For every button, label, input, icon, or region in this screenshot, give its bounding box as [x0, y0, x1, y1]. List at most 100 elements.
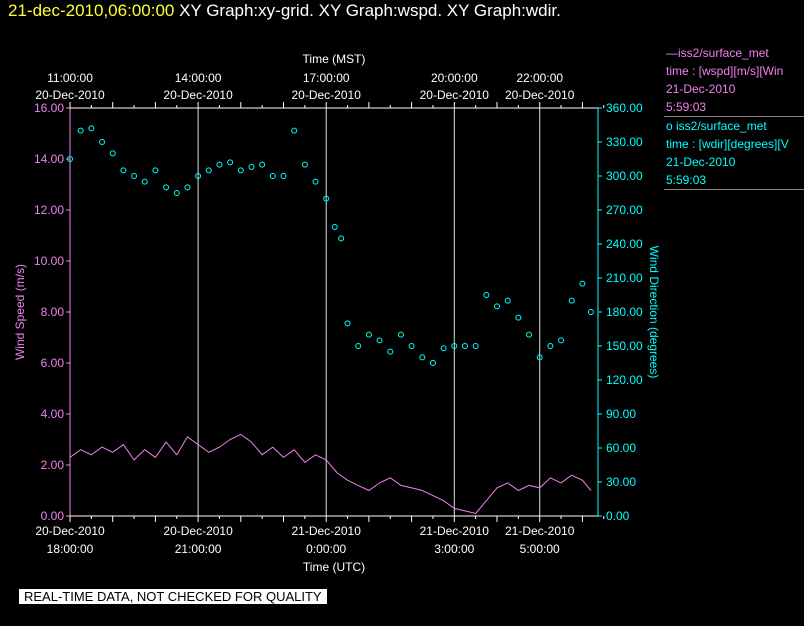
wind-direction-point [88, 125, 95, 132]
wind-direction-point [451, 343, 458, 349]
wind-direction-point [587, 309, 594, 315]
grid-lines [197, 108, 541, 516]
x-tick-time: 21:00:00 [175, 542, 222, 556]
x-tick-date: 21-Dec-2010 [420, 524, 490, 538]
wind-direction-point [408, 343, 415, 349]
x-tick-date: 21-Dec-2010 [505, 524, 575, 538]
legend-wspd-name: —iss2/surface_met [666, 46, 769, 60]
y-tick-label: 16.00 [34, 101, 64, 115]
quality-disclaimer: REAL-TIME DATA, NOT CHECKED FOR QUALITY [19, 589, 327, 604]
top-tick-date: 20-Dec-2010 [163, 88, 233, 102]
wind-direction-point [67, 156, 73, 162]
wind-direction-point [184, 184, 191, 191]
wind-direction-point [429, 360, 436, 366]
title-bar: 21-dec-2010,06:00:00 XY Graph:xy-grid. X… [8, 1, 561, 21]
wind-direction-point [120, 167, 127, 174]
wind-direction-point [536, 354, 543, 361]
y2-tick-label: 60.00 [606, 441, 636, 455]
y2-tick-label: 240.00 [606, 237, 643, 251]
wind-direction-point [216, 161, 223, 168]
y-tick-label: 10.00 [34, 254, 64, 268]
legend-wspd-var: time : [wspd][m/s][Win [666, 64, 784, 78]
top-tick-date: 20-Dec-2010 [505, 88, 575, 102]
legend-wspd-date: 21-Dec-2010 [666, 82, 736, 96]
wind-direction-point [547, 343, 554, 349]
wind-direction-point [558, 337, 565, 344]
y-tick-label: 8.00 [41, 305, 65, 319]
wind-direction-point [141, 178, 148, 185]
legend-wspd-time: 5:59:03 [666, 100, 707, 114]
x-tick-time: 5:00:00 [520, 542, 560, 556]
wind-direction-point [227, 159, 234, 166]
wind-direction-point [515, 314, 522, 321]
y-tick-label: 4.00 [41, 407, 65, 421]
wind-direction-point [440, 345, 447, 352]
top-axis-title: Time (MST) [303, 52, 366, 66]
wind-direction-point [237, 167, 244, 174]
top-tick-date: 20-Dec-2010 [35, 88, 105, 102]
wind-direction-point [472, 343, 479, 349]
y2-tick-label: 180.00 [606, 305, 643, 319]
x-tick-time: 0:00:00 [306, 542, 346, 556]
wind-direction-point [323, 195, 330, 202]
wind-direction-point [331, 224, 338, 230]
timestamp-label: 21-dec-2010,06:00:00 [8, 1, 175, 20]
x-tick-date: 20-Dec-2010 [35, 524, 105, 538]
y-tick-label: 12.00 [34, 203, 64, 217]
legend: —iss2/surface_met time : [wspd][m/s][Win… [664, 44, 804, 190]
wind-direction-point [205, 167, 212, 174]
y2-tick-label: 120.00 [606, 373, 643, 387]
wind-direction-point [376, 337, 383, 344]
wind-direction-point [173, 190, 180, 196]
y2-axis-title: Wind Direction (degrees) [647, 246, 661, 379]
wind-direction-point [99, 139, 106, 145]
x-tick-time: 3:00:00 [434, 542, 474, 556]
wind-direction-series [67, 125, 594, 366]
wind-direction-point [397, 331, 404, 338]
wind-direction-point [77, 127, 84, 134]
wind-direction-point [291, 127, 298, 134]
wind-direction-point [355, 343, 362, 349]
top-tick-time: 22:00:00 [516, 71, 563, 85]
legend-entry-wdir[interactable]: o iss2/surface_met time : [wdir][degrees… [664, 117, 804, 190]
wind-direction-point [259, 161, 266, 168]
x-tick-date: 20-Dec-2010 [163, 524, 233, 538]
wind-direction-point [312, 178, 319, 185]
top-tick-date: 20-Dec-2010 [420, 88, 490, 102]
top-tick-time: 17:00:00 [303, 71, 350, 85]
wind-direction-point [568, 297, 575, 304]
axis-labels: 0.00 2.00 4.00 6.00 8.00 10.00 12.00 14.00 16.00… [13, 52, 661, 574]
wind-direction-point [504, 297, 511, 304]
y-tick-label: 0.00 [41, 509, 65, 523]
y-tick-label: 2.00 [41, 458, 65, 472]
wind-direction-point [579, 280, 586, 287]
y2-tick-label: 330.00 [606, 135, 643, 149]
legend-wdir-var: time : [wdir][degrees][V [666, 137, 789, 151]
wind-direction-point [195, 173, 202, 179]
wind-direction-point [163, 184, 170, 191]
wind-direction-point [494, 303, 500, 310]
y2-tick-label: 360.00 [606, 101, 643, 115]
y-tick-label: 6.00 [41, 356, 65, 370]
wind-direction-point [387, 348, 394, 355]
wind-direction-point [131, 173, 138, 179]
wind-direction-point [461, 343, 468, 349]
wind-speed-line [69, 433, 592, 515]
y2-tick-label: 300.00 [606, 169, 643, 183]
legend-wdir-date: 21-Dec-2010 [666, 155, 736, 169]
legend-wdir-time: 5:59:03 [666, 173, 707, 187]
wind-direction-point [338, 235, 345, 242]
top-tick-time: 11:00:00 [47, 71, 93, 85]
y2-tick-label: 90.00 [606, 407, 636, 421]
y2-tick-label: 210.00 [606, 271, 643, 285]
wind-direction-point [109, 150, 116, 157]
wind-direction-point [483, 292, 490, 298]
wind-direction-point [248, 163, 255, 170]
legend-entry-wspd[interactable]: —iss2/surface_met time : [wspd][m/s][Win… [664, 44, 804, 117]
y2-tick-label: 270.00 [606, 203, 643, 217]
wind-direction-point [280, 173, 287, 179]
wind-direction-point [152, 167, 159, 174]
wind-speed-series [69, 433, 592, 515]
top-tick-time: 14:00:00 [175, 71, 222, 85]
